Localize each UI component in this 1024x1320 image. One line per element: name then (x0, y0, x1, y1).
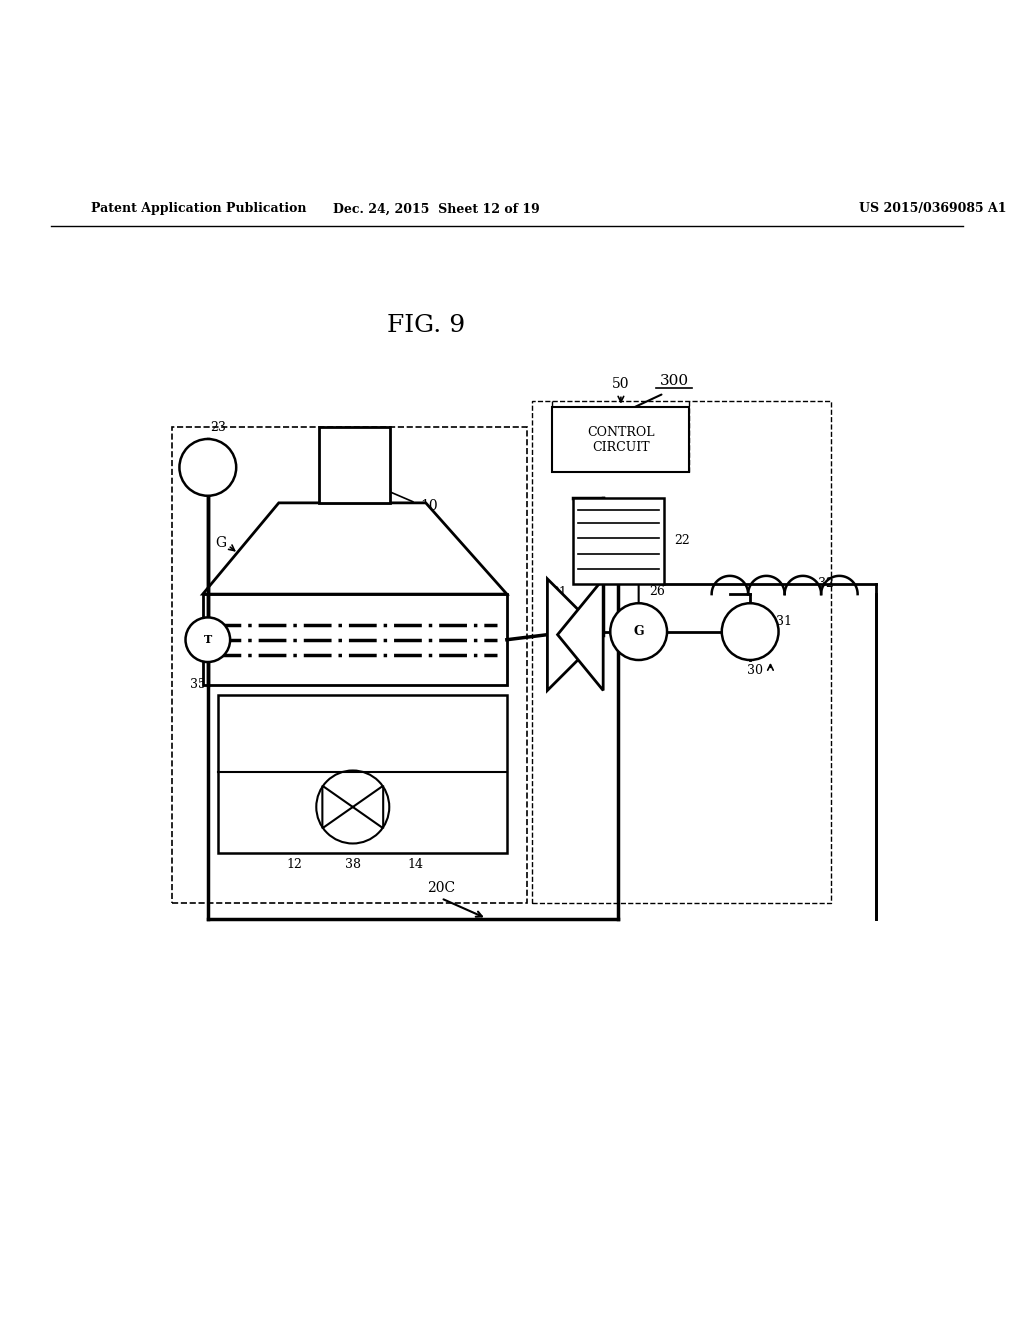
Polygon shape (548, 579, 603, 690)
Text: 22: 22 (674, 535, 690, 548)
Text: 23: 23 (210, 421, 226, 434)
Text: T: T (204, 634, 212, 645)
FancyBboxPatch shape (553, 407, 689, 473)
Text: Dec. 24, 2015  Sheet 12 of 19: Dec. 24, 2015 Sheet 12 of 19 (333, 202, 540, 215)
Text: 50: 50 (612, 378, 630, 391)
Text: 300: 300 (659, 375, 689, 388)
Text: 21: 21 (552, 586, 567, 599)
Text: CONTROL
CIRCUIT: CONTROL CIRCUIT (587, 425, 654, 454)
Polygon shape (572, 498, 664, 583)
Text: 35: 35 (189, 678, 206, 692)
Polygon shape (203, 594, 507, 685)
Text: 44: 44 (221, 725, 237, 738)
Text: 31: 31 (775, 615, 792, 628)
Text: 20C: 20C (427, 882, 455, 895)
Text: FIG. 9: FIG. 9 (387, 314, 465, 337)
Circle shape (179, 440, 237, 496)
Text: Patent Application Publication: Patent Application Publication (91, 202, 307, 215)
Polygon shape (203, 503, 507, 594)
Text: 26: 26 (649, 585, 665, 598)
Circle shape (185, 618, 230, 663)
Text: 32: 32 (818, 577, 834, 590)
Circle shape (610, 603, 667, 660)
Text: 12: 12 (286, 858, 302, 871)
Text: 10: 10 (421, 499, 438, 513)
Circle shape (722, 603, 778, 660)
Polygon shape (218, 696, 507, 853)
Text: US 2015/0369085 A1: US 2015/0369085 A1 (859, 202, 1007, 215)
Text: G: G (215, 536, 226, 550)
Polygon shape (557, 579, 603, 690)
Text: G: G (633, 626, 644, 638)
Text: 38: 38 (345, 858, 360, 871)
Text: 14: 14 (408, 858, 424, 871)
Polygon shape (319, 426, 390, 503)
Text: 30: 30 (748, 664, 763, 677)
